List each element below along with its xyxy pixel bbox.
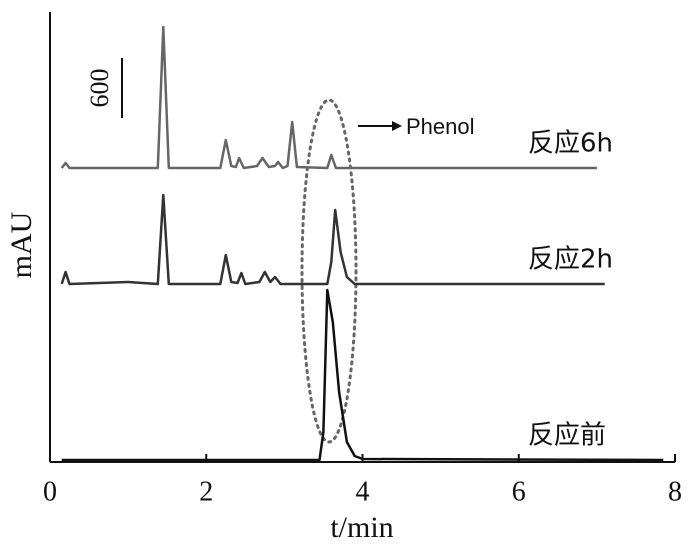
trace-label: 反应2h: [528, 245, 613, 275]
x-axis-label: t/min: [330, 511, 393, 544]
x-tick-label: 8: [668, 476, 682, 507]
trace: [60, 193, 605, 286]
scale-bar-label: 600: [85, 69, 114, 108]
annotation-arrowhead: [392, 121, 402, 131]
x-tick-label: 0: [43, 476, 57, 507]
annotation: Phenol: [406, 114, 475, 139]
x-tick-label: 2: [199, 476, 213, 507]
phenol-highlight: [300, 98, 358, 444]
trace-label: 反应6h: [528, 129, 613, 159]
y-axis-label: mAU: [5, 211, 38, 278]
x-tick-label: 4: [356, 476, 370, 507]
trace-label: 反应前: [528, 421, 606, 451]
x-tick-label: 6: [512, 476, 526, 507]
trace: [60, 25, 597, 170]
trace: [61, 288, 664, 462]
